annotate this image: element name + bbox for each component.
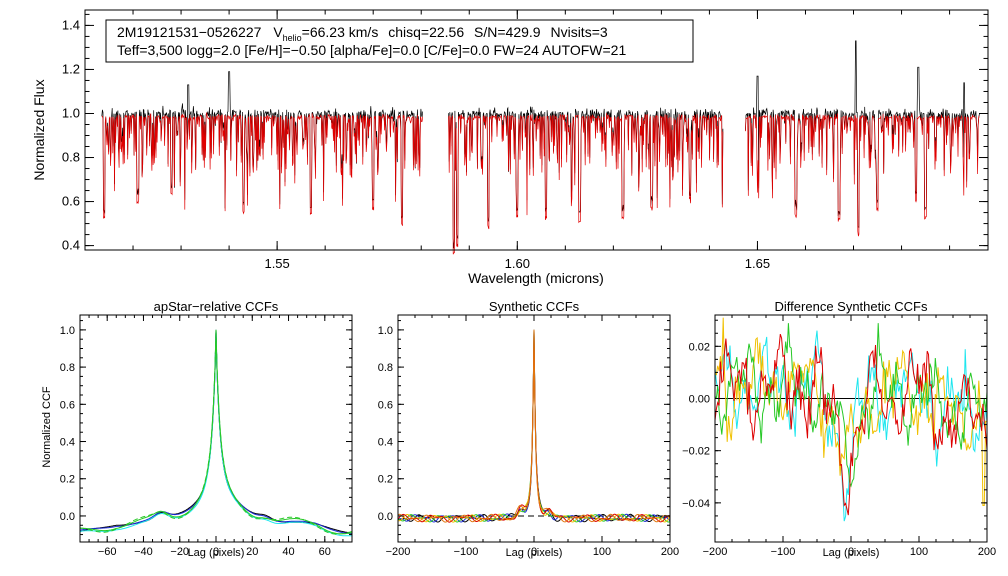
difference-ccf-ticks: −200 −100 0 100 200 0.02 0.00 −0.02 −0.04: [682, 315, 996, 558]
synthetic-ccf-line-orange: [397, 329, 671, 523]
apstar-ccf-x-tick-label: −20: [170, 546, 189, 558]
apstar-ccf-title: apStar−relative CCFs: [154, 299, 279, 314]
difference-ccf-panel: Difference Synthetic CCFs −200 −100 0 100 20…: [682, 299, 996, 559]
star-id: 2M19121531−0526227: [117, 24, 262, 40]
synthetic-ccf-y-tick-label: 0.4: [378, 437, 393, 449]
synthetic-ccf-x-tick-label: −200: [386, 546, 411, 558]
synthetic-ccf-title: Synthetic CCFs: [489, 299, 580, 314]
spectrum-x-tick-label: 1.55: [264, 256, 289, 271]
apstar-ccf-x-tick-label: −40: [134, 546, 153, 558]
synthetic-ccf-x-axis-title: Lag (pixels): [506, 547, 563, 559]
difference-ccf-x-axis-title: Lag (pixels): [823, 547, 880, 559]
spectrum-y-tick-label: 1.0: [62, 105, 80, 120]
synthetic-ccf-y-tick-label: 1.0: [378, 325, 393, 337]
difference-ccf-line-yellow: [714, 317, 988, 506]
difference-ccf-title: Difference Synthetic CCFs: [775, 299, 928, 314]
difference-ccf-x-tick-label: 200: [978, 546, 996, 558]
difference-ccf-x-tick-label: 100: [910, 546, 928, 558]
difference-ccf-y-tick-label: −0.02: [682, 446, 710, 458]
spectrum-y-tick-label: 1.2: [62, 61, 80, 76]
spectrum-y-tick-label: 0.8: [62, 150, 80, 165]
synthetic-ccf-traces: [397, 329, 671, 523]
synthetic-ccf-y-tick-label: 0.6: [378, 399, 393, 411]
apstar-ccf-x-tick-label: 60: [319, 546, 331, 558]
synthetic-spectrum-line: [745, 113, 980, 237]
synthetic-ccf-y-tick-label: 0.2: [378, 474, 393, 486]
spectrum-x-tick-label: 1.65: [745, 256, 770, 271]
synthetic-ccf-ticks: −200 −100 0 100 200 0.0 0.2 0.4 0.6 0.8 1.0: [378, 315, 679, 558]
apstar-ccf-x-tick-label: −60: [98, 546, 117, 558]
spectrum-y-axis-title: Normalized Flux: [31, 79, 47, 180]
spectrum-y-tick-label: 0.4: [62, 238, 80, 253]
spectrum-traces: [101, 40, 980, 255]
apstar-ccf-line-cyan: [79, 329, 352, 537]
synthetic-ccf-y-tick-label: 0.0: [378, 511, 393, 523]
apstar-ccf-y-tick-label: 0.4: [60, 437, 75, 449]
synthetic-spectrum-line: [448, 113, 724, 255]
apstar-ccf-line-green-dashed: [79, 329, 353, 535]
synthetic-ccf-panel: Synthetic CCFs −200 −100 0 100 200 0.0 0.2 0.4 0…: [378, 299, 679, 559]
spectrum-x-axis-title: Wavelength (microns): [468, 270, 604, 286]
spectrum-plot-frame: [84, 9, 989, 251]
fit-parameters-line-2: Teff=3,500 logg=2.0 [Fe/H]=−0.50 [alpha/…: [117, 42, 626, 58]
apstar-ccf-x-tick-label: 40: [282, 546, 294, 558]
vhelio-subscript: helio: [283, 33, 302, 43]
spectrum-y-tick-label: 0.6: [62, 194, 80, 209]
apstar-ccf-line-green: [79, 329, 353, 535]
apstar-ccf-y-tick-label: 1.0: [60, 325, 75, 337]
apstar-ccf-x-tick-label: 0: [213, 546, 219, 558]
apstar-ccf-ticks: −60 −40 −20 0 20 40 60 0.0 0.2 0.4 0.6 0.8 1.0: [60, 315, 353, 558]
difference-ccf-y-tick-label: 0.00: [689, 393, 710, 405]
apstar-ccf-y-tick-label: 0.0: [60, 511, 75, 523]
synthetic-ccf-x-tick-label: −100: [454, 546, 479, 558]
apstar-ccf-x-tick-label: 20: [246, 546, 258, 558]
vhelio-label: V: [273, 24, 283, 40]
snr-value: S/N=429.9: [474, 24, 541, 40]
apstar-ccf-line-black: [79, 329, 353, 534]
fit-parameters-frame: [105, 19, 694, 63]
difference-ccf-x-tick-label: −200: [703, 546, 728, 558]
apstar-ccf-traces: [79, 329, 353, 537]
vhelio-value: =66.23 km/s: [302, 24, 379, 40]
difference-ccf-y-tick-label: 0.02: [689, 341, 710, 353]
fit-parameters-line-1: 2M19121531−0526227 Vhelio=66.23 km/s chi…: [117, 24, 608, 43]
chisq-value: chisq=22.56: [388, 24, 464, 40]
apstar-ccf-y-tick-label: 0.2: [60, 474, 75, 486]
synthetic-ccf-x-tick-label: 100: [593, 546, 611, 558]
synthetic-ccf-x-tick-label: 200: [661, 546, 679, 558]
difference-ccf-x-tick-label: 0: [848, 546, 854, 558]
spectrum-ticks: 1.55 1.60 1.65 0.4 0.6 0.8 1.0 1.2 1.4: [62, 10, 988, 271]
difference-ccf-traces: [714, 317, 988, 522]
difference-ccf-x-tick-label: −100: [771, 546, 796, 558]
synthetic-spectrum-line: [101, 112, 424, 226]
apstar-ccf-y-tick-label: 0.6: [60, 399, 75, 411]
difference-ccf-y-tick-label: −0.04: [682, 498, 710, 510]
difference-ccf-line-green: [714, 323, 988, 488]
difference-ccf-line-red: [714, 333, 988, 516]
fit-parameters-box: 2M19121531−0526227 Vhelio=66.23 km/s chi…: [105, 19, 694, 63]
spectrum-y-tick-label: 1.4: [62, 17, 80, 32]
spectrum-panel: 1.55 1.60 1.65 0.4 0.6 0.8 1.0 1.2 1.4 Wavelengt…: [31, 9, 989, 286]
apstar-ccf-x-axis-title: Lag (pixels): [188, 547, 245, 559]
apstar-ccf-y-tick-label: 0.8: [60, 362, 75, 374]
apstar-ccf-line-blue: [79, 329, 352, 535]
synthetic-ccf-y-tick-label: 0.8: [378, 362, 393, 374]
apstar-ccf-panel: apStar−relative CCFs −60 −40 −20 0 20 40 60 0.0…: [41, 299, 353, 559]
synthetic-ccf-x-tick-label: 0: [531, 546, 537, 558]
apstar-ccf-y-axis-title: Normalized CCF: [41, 386, 53, 468]
spectrum-x-tick-label: 1.60: [505, 256, 530, 271]
nvisits-value: Nvisits=3: [550, 24, 607, 40]
difference-ccf-plot-frame: [714, 314, 988, 543]
